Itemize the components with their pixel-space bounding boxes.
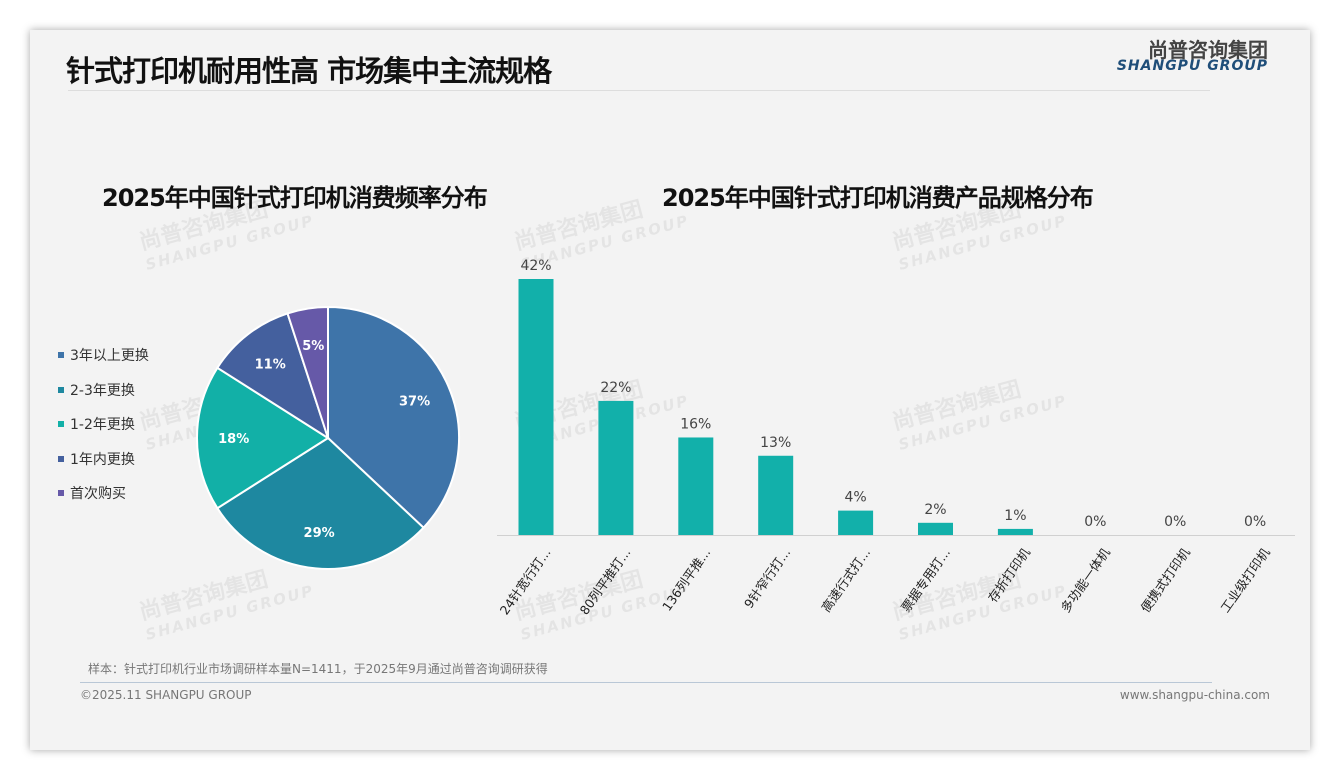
copyright: ©2025.11 SHANGPU GROUP — [80, 688, 252, 702]
x-tick-label: 多功能一体机 — [1058, 545, 1114, 615]
bar — [678, 437, 714, 535]
legend-item: 3年以上更换 — [58, 345, 149, 365]
bar — [997, 528, 1033, 535]
pie-label: 11% — [255, 357, 286, 372]
bar-value-label: 16% — [680, 416, 711, 432]
legend-swatch — [58, 421, 64, 427]
x-tick-label: 136列平推... — [659, 545, 713, 614]
bar — [918, 522, 953, 535]
bar-value-label: 0% — [1244, 514, 1266, 530]
pie-label: 29% — [304, 526, 335, 541]
footer-divider — [80, 682, 1212, 683]
pie-slice — [327, 305, 460, 530]
pie-chart-title: 2025年中国针式打印机消费频率分布 — [102, 184, 488, 212]
website-url: www.shangpu-china.com — [1119, 688, 1270, 702]
bar-value-label: 0% — [1164, 514, 1186, 530]
pie-slice — [216, 436, 425, 570]
pie-slice — [286, 305, 329, 439]
legend-label: 1-2年更换 — [70, 417, 135, 433]
x-tick-label: 票据专用打... — [898, 545, 953, 615]
x-tick-label: 高速行式打... — [818, 545, 873, 615]
x-tick-label: 存折打印机 — [985, 545, 1033, 605]
x-tick-label: 80列平推打... — [577, 545, 634, 617]
pie-label: 5% — [302, 339, 324, 354]
x-tick-label: 24针宽行打... — [497, 545, 554, 617]
legend-label: 首次购买 — [70, 486, 126, 502]
pie-slice — [196, 366, 330, 510]
bar — [758, 455, 794, 535]
bar — [598, 400, 634, 535]
legend-swatch — [58, 352, 64, 358]
legend-swatch — [58, 455, 64, 462]
bar — [518, 279, 554, 535]
page-title: 针式打印机耐用性高 市场集中主流规格 — [66, 54, 552, 88]
x-tick-label: 9针窄行打... — [741, 545, 793, 611]
bar-value-label: 4% — [844, 490, 866, 506]
bar-value-label: 42% — [520, 258, 551, 274]
x-tick-label: 便携式打印机 — [1138, 545, 1194, 615]
legend-label: 1年内更换 — [70, 451, 135, 468]
logo-cn: 尚普咨询集团 — [1148, 38, 1268, 62]
legend-item: 2-3年更换 — [58, 380, 135, 400]
bar-value-label: 0% — [1084, 514, 1106, 530]
bar — [838, 510, 874, 535]
legend-item: 1年内更换 — [58, 449, 135, 469]
logo-en: SHANGPU GROUP — [1116, 58, 1268, 74]
legend-swatch — [58, 490, 64, 496]
x-tick-label: 工业级打印机 — [1217, 545, 1273, 615]
legend-label: 3年以上更换 — [70, 348, 149, 364]
bar-value-label: 2% — [924, 502, 946, 518]
pie-slice — [216, 312, 330, 441]
legend-item: 首次购买 — [58, 483, 126, 503]
bar-value-label: 1% — [1004, 508, 1026, 524]
pie-label: 37% — [399, 395, 430, 410]
legend-swatch — [58, 386, 64, 393]
bar-value-label: 22% — [600, 380, 631, 396]
bar-chart-title: 2025年中国针式打印机消费产品规格分布 — [662, 184, 1094, 212]
bar-value-label: 13% — [760, 435, 791, 451]
pie-label: 18% — [218, 432, 249, 447]
sample-note: 样本：针式打印机行业市场调研样本量N=1411，于2025年9月通过尚普咨询调研… — [88, 662, 548, 676]
legend-label: 2-3年更换 — [70, 382, 135, 399]
legend-item: 1-2年更换 — [58, 414, 135, 434]
divider — [68, 90, 1210, 91]
